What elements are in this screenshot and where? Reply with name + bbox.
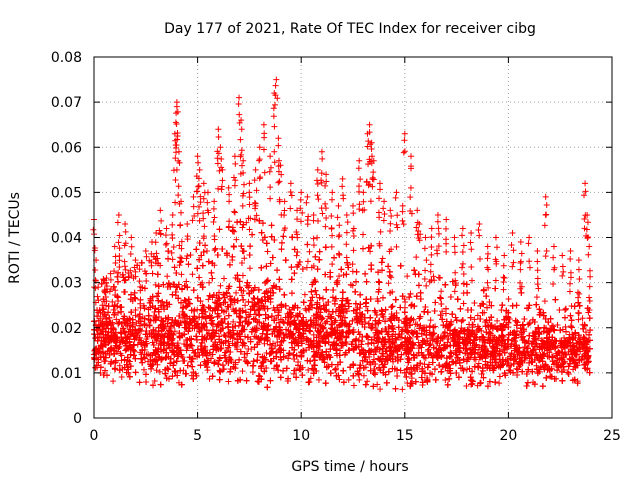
- data-point: [176, 262, 183, 269]
- data-point: [189, 271, 196, 278]
- data-point: [533, 362, 540, 369]
- data-point: [504, 345, 511, 352]
- data-point: [404, 273, 411, 280]
- data-point: [472, 356, 479, 363]
- data-point: [407, 321, 414, 328]
- data-point: [471, 316, 478, 323]
- data-point: [154, 361, 161, 368]
- data-point: [582, 329, 589, 336]
- data-point: [494, 317, 501, 324]
- data-point: [439, 308, 446, 315]
- data-point: [109, 298, 116, 305]
- data-point: [233, 236, 240, 243]
- data-point: [399, 386, 406, 393]
- data-point: [242, 302, 249, 309]
- data-point: [364, 378, 371, 385]
- data-point: [140, 366, 147, 373]
- data-point: [239, 272, 246, 279]
- data-point: [239, 368, 246, 375]
- data-point: [171, 328, 178, 335]
- data-point: [385, 280, 392, 287]
- data-point: [153, 367, 160, 374]
- data-point: [244, 359, 251, 366]
- data-point: [377, 386, 384, 393]
- data-point: [239, 292, 246, 299]
- data-point: [118, 373, 125, 380]
- data-point: [233, 289, 240, 296]
- data-point: [447, 349, 454, 356]
- data-point: [444, 339, 451, 346]
- data-point: [153, 338, 160, 345]
- data-point: [336, 273, 343, 280]
- data-point: [421, 276, 428, 283]
- data-point: [313, 291, 320, 298]
- data-point: [367, 248, 374, 255]
- data-point: [305, 305, 312, 312]
- data-point: [360, 372, 367, 379]
- data-point: [225, 338, 232, 345]
- data-point: [463, 382, 470, 389]
- data-point: [245, 345, 252, 352]
- data-point: [404, 365, 411, 372]
- data-point: [206, 375, 213, 382]
- data-point: [372, 309, 379, 316]
- data-point: [156, 368, 163, 375]
- data-point: [206, 279, 213, 286]
- data-point: [306, 248, 313, 255]
- data-point: [427, 317, 434, 324]
- data-point: [562, 323, 569, 330]
- data-point: [110, 306, 117, 313]
- data-point: [498, 342, 505, 349]
- data-point: [315, 347, 322, 354]
- data-point: [205, 296, 212, 303]
- data-point: [113, 316, 120, 323]
- data-point: [438, 288, 445, 295]
- data-point: [513, 365, 520, 372]
- data-point: [304, 258, 311, 265]
- data-point: [505, 296, 512, 303]
- data-point: [414, 333, 421, 340]
- data-point: [379, 255, 386, 262]
- data-point: [345, 376, 352, 383]
- data-point: [374, 381, 381, 388]
- data-point: [204, 367, 211, 374]
- data-point: [460, 367, 467, 374]
- data-point: [219, 319, 226, 326]
- data-point: [579, 315, 586, 322]
- data-point: [466, 365, 473, 372]
- data-point: [541, 298, 548, 305]
- data-point: [442, 376, 449, 383]
- data-point: [217, 282, 224, 289]
- data-point: [356, 305, 363, 312]
- data-point: [559, 326, 566, 333]
- data-point: [176, 242, 183, 249]
- data-point: [122, 266, 129, 273]
- data-point: [415, 339, 422, 346]
- data-point: [126, 322, 133, 329]
- data-point: [305, 366, 312, 373]
- data-point: [475, 360, 482, 367]
- data-point: [474, 312, 481, 319]
- data-point: [551, 345, 558, 352]
- data-point: [230, 318, 237, 325]
- data-point: [301, 291, 308, 298]
- data-point: [356, 376, 363, 383]
- data-points: [90, 76, 594, 393]
- data-point: [430, 273, 437, 280]
- data-point: [179, 354, 186, 361]
- data-point: [246, 265, 253, 272]
- data-point: [164, 273, 171, 280]
- data-point: [315, 376, 322, 383]
- data-point: [429, 337, 436, 344]
- data-point: [151, 377, 158, 384]
- data-point: [498, 307, 505, 314]
- data-point: [110, 378, 117, 385]
- data-point: [556, 307, 563, 314]
- data-point: [241, 255, 248, 262]
- data-point: [496, 380, 503, 387]
- data-point: [307, 375, 314, 382]
